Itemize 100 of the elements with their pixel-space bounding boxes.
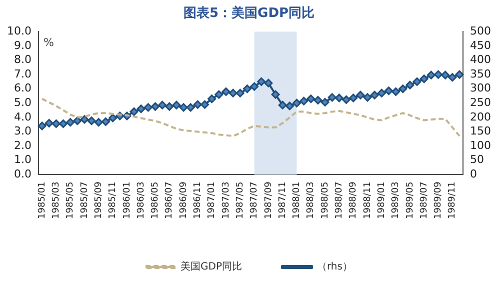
y2-tick-label: 450 xyxy=(470,38,492,52)
point xyxy=(392,87,400,96)
x-tick-label: 1985/11 xyxy=(108,182,118,219)
point xyxy=(208,94,216,104)
point xyxy=(150,102,160,111)
point xyxy=(300,96,308,106)
point xyxy=(384,86,393,96)
point xyxy=(179,103,188,112)
point xyxy=(200,100,210,109)
point xyxy=(285,102,294,110)
point xyxy=(271,90,280,99)
y2-tick-label: 250 xyxy=(470,96,492,109)
x-tick-label: 1985/03 xyxy=(52,182,62,219)
x-tick-label: 1988/11 xyxy=(362,182,373,219)
x-tick-label: 1987/11 xyxy=(278,182,288,219)
point xyxy=(38,122,46,130)
x-tick-label: 1988/05 xyxy=(320,182,330,219)
y-tick-label: 4.0 xyxy=(14,110,32,124)
y-axis-title: % xyxy=(43,36,54,49)
point xyxy=(292,98,301,108)
point xyxy=(193,100,202,109)
y2-tick-label: 350 xyxy=(470,67,492,80)
point xyxy=(328,93,336,102)
y2-tick-label: 150 xyxy=(470,124,492,138)
point xyxy=(242,84,252,94)
y2-tick-label: 200 xyxy=(470,110,492,124)
x-tick-label: 1987/03 xyxy=(221,182,232,219)
point xyxy=(136,104,146,114)
point xyxy=(314,96,322,104)
point xyxy=(186,103,195,112)
x-tick-label: 1989/07 xyxy=(419,182,430,219)
x-tick-label: 1985/05 xyxy=(66,182,76,219)
x-tick-label: 1987/09 xyxy=(264,181,274,219)
point xyxy=(356,90,365,100)
point xyxy=(172,100,181,110)
x-tick-label: 1989/09 xyxy=(434,181,444,219)
x-tick-label: 1985/07 xyxy=(80,182,90,219)
point xyxy=(342,95,351,104)
point xyxy=(412,77,422,86)
point xyxy=(377,88,386,98)
x-tick-label: 1989/05 xyxy=(405,182,416,219)
point xyxy=(320,98,330,106)
point xyxy=(222,87,230,96)
x-tick-label: 1985/09 xyxy=(94,181,104,219)
y-tick-label: 6.0 xyxy=(14,82,32,95)
point xyxy=(264,78,273,88)
legend-label: （rhs） xyxy=(317,262,352,273)
point xyxy=(59,119,68,128)
point xyxy=(66,118,75,127)
y-tick-label: 1.0 xyxy=(14,153,32,166)
legend-label: 美国GDP同比 xyxy=(180,260,242,273)
point xyxy=(420,74,428,84)
point xyxy=(44,118,54,128)
y2-tick-label: 300 xyxy=(470,82,492,95)
point xyxy=(144,103,152,112)
y-tick-label: 8.0 xyxy=(14,53,32,66)
x-tick-label: 1986/03 xyxy=(136,182,146,219)
point xyxy=(158,100,167,110)
point xyxy=(165,102,174,111)
x-tick-label: 1985/01 xyxy=(37,182,48,219)
point xyxy=(278,100,287,110)
point xyxy=(94,118,103,127)
point xyxy=(434,70,442,79)
x-tick-label: 1986/11 xyxy=(193,182,204,219)
y2-tick-label: 100 xyxy=(470,138,492,152)
point xyxy=(306,94,316,104)
y2-tick-label: 500 xyxy=(470,24,492,38)
x-tick-label: 1988/07 xyxy=(334,182,345,219)
point xyxy=(228,88,238,98)
y-tick-label: 5.0 xyxy=(14,96,32,109)
y2-tick-label: 50 xyxy=(470,153,484,166)
x-tick-label: 1987/07 xyxy=(250,182,260,219)
y-tick-label: 9.0 xyxy=(14,38,32,52)
point xyxy=(214,90,224,99)
x-tick-label: 1989/11 xyxy=(448,182,458,219)
point xyxy=(257,77,266,86)
point xyxy=(370,90,379,100)
point xyxy=(426,70,436,80)
point xyxy=(441,70,450,80)
y-tick-label: 3.0 xyxy=(14,124,32,138)
x-tick-label: 1989/03 xyxy=(391,182,402,219)
x-tick-label: 1986/05 xyxy=(150,182,161,219)
x-tick-label: 1986/09 xyxy=(178,181,189,219)
point xyxy=(334,94,344,102)
point xyxy=(73,116,82,126)
point xyxy=(80,115,89,124)
x-tick-label: 1987/01 xyxy=(207,182,218,219)
point xyxy=(101,117,110,126)
x-tick-label: 1987/05 xyxy=(235,182,246,219)
point xyxy=(130,107,138,116)
point xyxy=(250,82,259,91)
y2-tick-label: 400 xyxy=(470,53,492,66)
y-tick-label: 2.0 xyxy=(14,138,32,152)
y-tick-label: 10.0 xyxy=(6,24,32,38)
chart-title: 图表5：美国GDP同比 xyxy=(183,5,315,22)
y-tick-label: 7.0 xyxy=(14,67,32,80)
point xyxy=(398,84,408,94)
point xyxy=(349,94,358,102)
x-tick-label: 1989/01 xyxy=(376,182,387,219)
point xyxy=(236,88,244,98)
